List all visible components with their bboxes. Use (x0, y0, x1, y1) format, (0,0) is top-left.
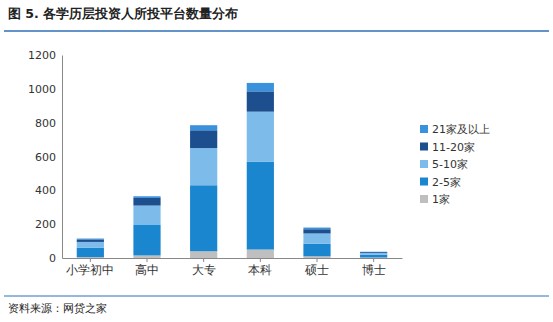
x-tick: 博士 (362, 258, 386, 277)
legend: 21家及以上 11-20家 5-10家 2-5家 1家 (420, 123, 490, 206)
bar-segment (303, 228, 330, 230)
y-tick: 1000 (28, 83, 62, 96)
y-axis-line (62, 56, 63, 259)
legend-swatch (420, 160, 428, 168)
bar-segment (247, 162, 274, 250)
bars (77, 83, 388, 258)
bar-segment (360, 252, 387, 254)
x-tick: 硕士 (304, 258, 329, 277)
bar-segment (303, 244, 330, 257)
y-tick-label: 0 (49, 252, 56, 265)
bar-segment (133, 206, 160, 225)
legend-swatch (420, 195, 428, 203)
legend-label: 11-20家 (432, 141, 475, 154)
bar-segment (77, 242, 104, 248)
y-tick-label: 400 (35, 184, 56, 197)
bar-segment (360, 255, 387, 258)
bar-segment (247, 91, 274, 111)
x-tick-mark (147, 258, 148, 262)
bar-segment (303, 229, 330, 233)
x-tick-label: 大专 (192, 263, 216, 277)
bar-segment (133, 196, 160, 198)
bar-segment (133, 198, 160, 206)
legend-swatch (420, 143, 428, 151)
y-tick-label: 1000 (28, 83, 56, 96)
bar-segment (133, 225, 160, 255)
bar-segment (303, 256, 330, 258)
bar-segment (360, 251, 387, 252)
bar-segment (190, 185, 217, 251)
y-tick: 400 (35, 184, 62, 197)
y-tick: 800 (35, 117, 62, 130)
bar-segment (77, 238, 104, 240)
x-tick-label: 小学初中 (66, 263, 114, 277)
legend-label: 21家及以上 (432, 123, 490, 136)
y-axis: 0 200 400 600 800 1000 1200 (28, 49, 63, 265)
y-tick: 1200 (28, 49, 62, 62)
legend-label: 1家 (432, 193, 450, 206)
y-tick: 600 (35, 151, 62, 164)
y-tick-label: 200 (35, 218, 56, 231)
title: 图 5. 各学历层投资人所投平台数量分布 (8, 6, 238, 21)
source: 资料来源：网贷之家 (8, 302, 107, 315)
x-axis-line (63, 258, 403, 259)
bar-segment (247, 83, 274, 91)
chart: 图 5. 各学历层投资人所投平台数量分布资料来源：网贷之家 0 200 400 600 8… (0, 0, 553, 322)
bar-segment (190, 130, 217, 148)
bar-segment (247, 112, 274, 162)
x-tick-label: 高中 (135, 263, 159, 277)
legend-swatch (420, 125, 428, 133)
y-tick-label: 800 (35, 117, 56, 130)
x-tick-label: 硕士 (304, 263, 329, 277)
y-tick-label: 600 (35, 151, 56, 164)
source-rule (4, 296, 549, 297)
x-axis: 小学初中 高中 大专 本科 硕士 博士 (63, 258, 403, 277)
x-tick-mark (317, 258, 318, 262)
bar-segment (247, 250, 274, 258)
legend-swatch (420, 178, 428, 186)
plot: 0 200 400 600 800 1000 1200 小学初中 高中 大专 本科 硕士 博士 (28, 49, 403, 277)
y-tick-label: 1200 (28, 49, 56, 62)
x-tick: 本科 (248, 258, 272, 277)
x-tick-label: 博士 (362, 263, 386, 277)
x-tick-mark (260, 258, 261, 262)
bar-segment (190, 148, 217, 185)
y-tick: 0 (49, 252, 62, 265)
bar-segment (190, 251, 217, 258)
y-tick: 200 (35, 218, 62, 231)
title-rule (4, 30, 549, 32)
bar-segment (133, 255, 160, 258)
x-tick: 大专 (192, 258, 216, 277)
bar-segment (303, 233, 330, 243)
x-tick-label: 本科 (248, 263, 272, 277)
bar-segment (360, 253, 387, 255)
bar-segment (190, 125, 217, 130)
x-tick-mark (203, 258, 204, 262)
bar-segment (77, 239, 104, 242)
x-tick: 小学初中 (66, 258, 114, 277)
legend-label: 2-5家 (432, 176, 461, 189)
x-tick-mark (90, 258, 91, 262)
x-tick-mark (373, 258, 374, 262)
bar-segment (77, 248, 104, 257)
x-tick: 高中 (135, 258, 159, 277)
legend-label: 5-10家 (432, 158, 468, 171)
